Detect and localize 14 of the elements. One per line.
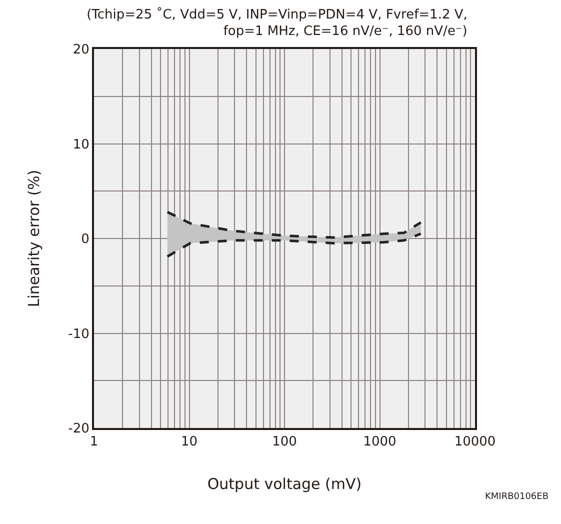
x-axis-title: Output voltage (mV)	[207, 475, 362, 494]
y-axis-title: Linearity error (%)	[24, 170, 43, 308]
y-tick-label: 20	[72, 42, 90, 58]
x-tick-label: 100	[272, 434, 297, 450]
x-tick-label: 1	[90, 434, 98, 450]
y-tick-label: 0	[81, 232, 90, 248]
y-tick-label: -10	[68, 326, 90, 342]
text: KMIRB0106EB	[485, 492, 549, 502]
x-tick-label: 10000	[454, 434, 496, 450]
x-tick-label: 1000	[363, 434, 396, 450]
y-tick-label: -20	[68, 422, 90, 437]
x-tick-label: 10	[180, 434, 198, 450]
y-tick-label: 10	[72, 137, 90, 152]
chart-title: (Tchip=25 ˚C, Vdd=5 V, INP=Vinp=PDN=4 V, Fvref=1.2 V, fop=1 MHz, CE=16 nV/e⁻, 160 nV/e⁻)	[86, 6, 468, 40]
